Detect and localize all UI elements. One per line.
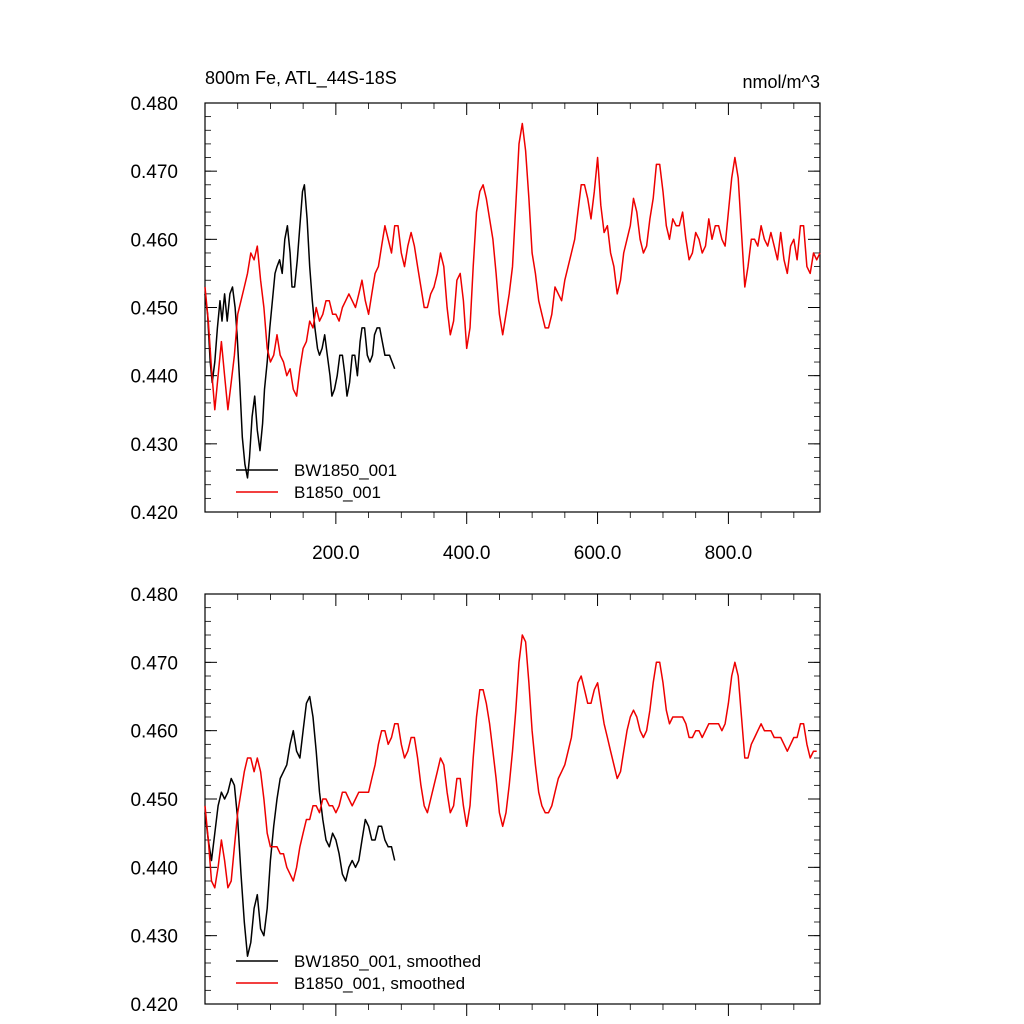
y-tick-label: 0.470 <box>130 162 178 183</box>
x-tick-label: 600.0 <box>574 543 622 564</box>
y-tick-label: 0.420 <box>130 995 178 1016</box>
legend: BW1850_001, smoothed B1850_001, smoothed <box>236 952 481 993</box>
y-tick-label: 0.460 <box>130 722 178 743</box>
legend: BW1850_001 B1850_001 <box>236 461 397 502</box>
y-axis-tick-labels: 0.420 0.430 0.440 0.450 0.460 0.470 0.480 <box>130 585 178 1016</box>
y-tick-label: 0.480 <box>130 585 178 606</box>
chart-title-left: 800m Fe, ATL_44S-18S <box>205 68 397 89</box>
series-lines <box>204 122 821 479</box>
series-line-bw1850-001-smoothed <box>204 695 396 957</box>
series-line-bw1850-001 <box>204 184 396 479</box>
chart-title-right: nmol/m^3 <box>743 72 820 92</box>
x-tick-label: 800.0 <box>705 543 753 564</box>
legend-label-b1850: B1850_001 <box>294 483 381 502</box>
legend-label-b1850-smoothed: B1850_001, smoothed <box>294 974 465 993</box>
y-tick-label: 0.470 <box>130 653 178 674</box>
series-line-b1850-001-smoothed <box>204 634 817 889</box>
x-tick-label: 200.0 <box>312 543 360 564</box>
series-lines <box>204 634 817 957</box>
panel-smoothed: 0.420 0.430 0.440 0.450 0.460 0.470 0.480 BW18… <box>130 585 821 1016</box>
series-line-b1850-001 <box>204 122 821 411</box>
panel-raw: 800m Fe, ATL_44S-18S nmol/m^3 0.420 0.430… <box>130 68 821 564</box>
legend-label-bw1850-smoothed: BW1850_001, smoothed <box>294 952 481 971</box>
y-tick-label: 0.430 <box>130 927 178 948</box>
y-tick-label: 0.480 <box>130 94 178 115</box>
y-tick-label: 0.450 <box>130 790 178 811</box>
y-tick-label: 0.420 <box>130 503 178 524</box>
y-tick-label: 0.440 <box>130 367 178 388</box>
y-tick-label: 0.430 <box>130 435 178 456</box>
y-tick-label: 0.460 <box>130 230 178 251</box>
y-tick-label: 0.450 <box>130 299 178 320</box>
plot-frame <box>204 102 821 513</box>
y-axis-tick-labels: 0.420 0.430 0.440 0.450 0.460 0.470 0.480 <box>130 94 178 524</box>
x-tick-label: 400.0 <box>443 543 491 564</box>
plot-frame <box>204 593 821 1005</box>
legend-label-bw1850: BW1850_001 <box>294 461 397 480</box>
y-tick-label: 0.440 <box>130 858 178 879</box>
x-axis-tick-labels: 200.0 400.0 600.0 800.0 <box>312 543 752 564</box>
